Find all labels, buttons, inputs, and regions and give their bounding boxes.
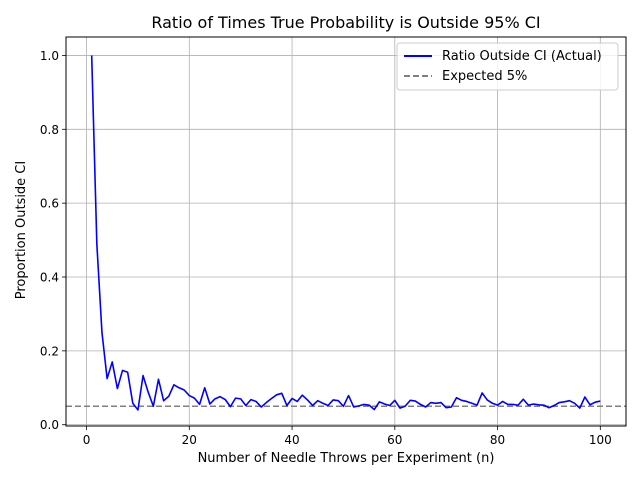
- x-tick-label: 80: [490, 433, 505, 447]
- x-axis-label: Number of Needle Throws per Experiment (…: [198, 451, 495, 466]
- y-tick-label: 0.6: [40, 197, 59, 211]
- y-tick-label: 0.2: [40, 344, 59, 358]
- chart-title: Ratio of Times True Probability is Outsi…: [151, 13, 540, 32]
- series-line-actual-ratio: [90, 55, 601, 411]
- legend: Ratio Outside CI (Actual) Expected 5%: [396, 42, 619, 91]
- y-tick-label: 0.0: [40, 418, 59, 432]
- x-tick-label: 0: [83, 433, 91, 447]
- plot-area-frame: [65, 36, 627, 427]
- x-gridlines: [86, 37, 601, 426]
- legend-label-actual: Ratio Outside CI (Actual): [442, 49, 602, 64]
- y-axis-label: Proportion Outside CI: [14, 161, 29, 299]
- y-tick-label: 1.0: [40, 49, 59, 63]
- x-tick-label: 100: [589, 433, 612, 447]
- x-axis-ticks: 0 20 40 60 80 100: [83, 426, 612, 447]
- y-tick-label: 0.8: [40, 123, 59, 137]
- x-tick-label: 40: [284, 433, 299, 447]
- legend-label-expected: Expected 5%: [442, 69, 527, 84]
- y-axis-ticks: 0.0 0.2 0.4 0.6 0.8 1.0: [40, 49, 66, 432]
- x-tick-label: 60: [387, 433, 402, 447]
- series-lines: [90, 55, 601, 411]
- legend-box: [396, 42, 619, 91]
- y-tick-label: 0.4: [40, 271, 59, 285]
- x-tick-label: 20: [182, 433, 197, 447]
